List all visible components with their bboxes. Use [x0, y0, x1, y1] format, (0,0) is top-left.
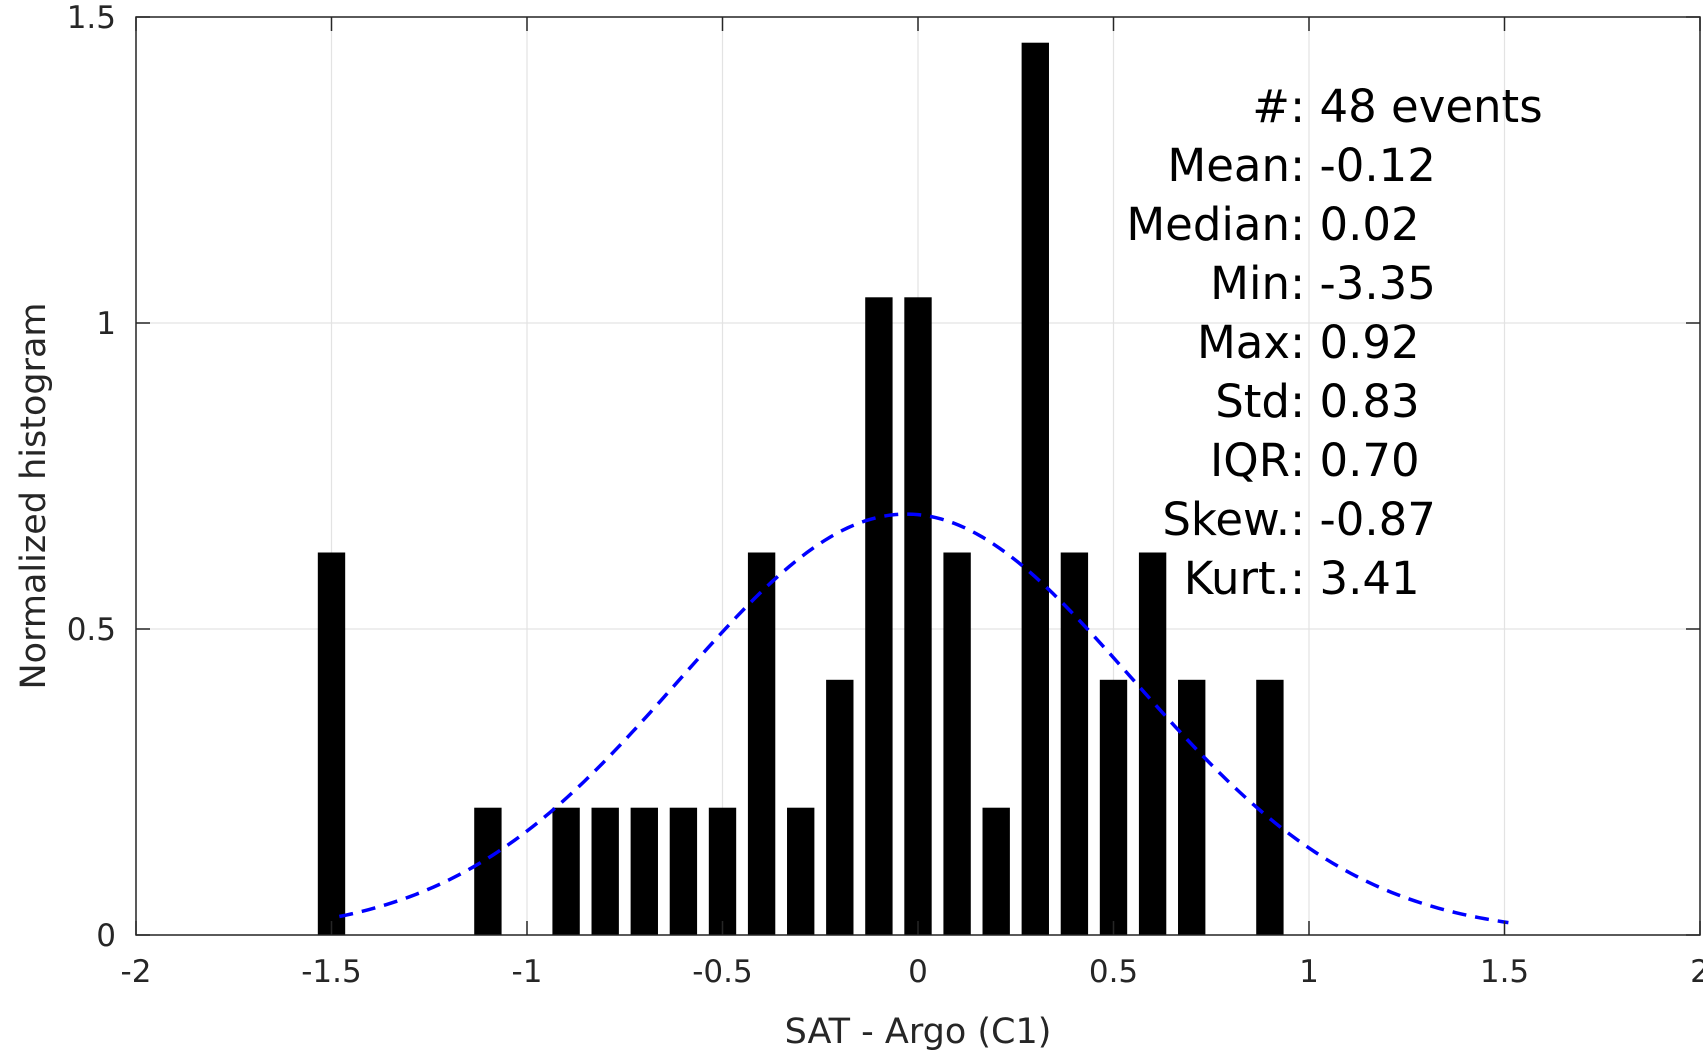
x-axis-label: SAT - Argo (C1): [785, 1012, 1052, 1052]
stat-label: #: [1252, 80, 1290, 133]
x-tick-label: 1: [1299, 954, 1319, 990]
stat-value: : 3.41: [1290, 552, 1420, 605]
stat-label: Skew.: [1162, 493, 1290, 546]
histogram-bar: [552, 807, 580, 935]
x-tick-label: 1.5: [1480, 954, 1529, 990]
y-tick-label: 1: [96, 306, 116, 342]
stat-value: : 0.83: [1290, 375, 1420, 428]
stat-value: : -3.35: [1290, 257, 1436, 310]
histogram-bar: [317, 552, 346, 935]
histogram-bar: [943, 552, 971, 935]
histogram-bar: [1060, 552, 1089, 935]
histogram-bar: [1099, 679, 1128, 935]
y-tick-label: 0: [96, 918, 116, 954]
stat-label: Kurt.: [1184, 552, 1290, 605]
stat-value: : 0.70: [1290, 434, 1420, 487]
histogram-bar: [1178, 679, 1206, 935]
x-tick-label: -1: [512, 954, 543, 990]
stat-value: : 0.92: [1290, 316, 1420, 369]
histogram-bar: [982, 807, 1010, 935]
histogram-bar: [904, 297, 932, 935]
histogram-bar: [630, 807, 658, 935]
x-tick-label: -1.5: [301, 954, 362, 990]
stat-label: Mean: [1167, 139, 1290, 192]
x-tick-label: -2: [121, 954, 152, 990]
stat-label: IQR: [1210, 434, 1290, 487]
stat-label: Std: [1215, 375, 1290, 428]
histogram-bar: [591, 807, 619, 935]
y-tick-label: 1.5: [67, 0, 116, 36]
histogram-bar: [474, 807, 502, 935]
x-tick-label: -0.5: [692, 954, 753, 990]
histogram-bar: [1021, 42, 1049, 936]
histogram-bar: [747, 552, 776, 935]
y-axis-label: Normalized histogram: [14, 302, 54, 689]
histogram-bar: [787, 807, 815, 935]
axis-ticks: [135, 16, 1701, 936]
stat-label: Min: [1210, 257, 1290, 310]
stat-label: Median: [1126, 198, 1290, 251]
histogram-bar: [1256, 679, 1284, 935]
stat-value: : -0.87: [1290, 493, 1436, 546]
histogram-bar: [1138, 552, 1167, 935]
y-tick-labels: 0 0.5 1 1.5: [67, 0, 116, 954]
histogram-bar: [865, 297, 893, 935]
histogram-bar: [669, 807, 698, 935]
x-tick-labels: -2 -1.5 -1 -0.5 0 0.5 1 1.5 2: [121, 954, 1703, 990]
stat-value: : 48 events: [1290, 80, 1543, 133]
stat-value: : 0.02: [1290, 198, 1420, 251]
normal-fit-curve: [338, 512, 1509, 925]
y-tick-label: 0.5: [67, 612, 116, 648]
x-tick-label: 2: [1690, 954, 1703, 990]
histogram-bar: [708, 807, 737, 935]
histogram-bar: [826, 679, 854, 935]
x-tick-label: 0: [908, 954, 928, 990]
stat-value: : -0.12: [1290, 139, 1436, 192]
x-tick-label: 0.5: [1089, 954, 1138, 990]
stat-label: Max: [1197, 316, 1290, 369]
histogram-bars: [317, 42, 1284, 936]
